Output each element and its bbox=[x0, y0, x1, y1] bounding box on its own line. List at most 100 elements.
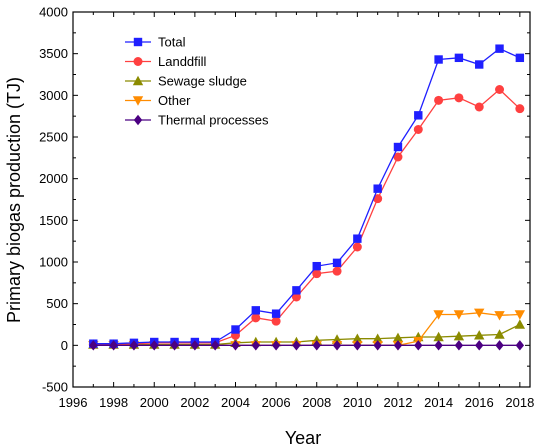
x-tick-label: 2008 bbox=[302, 395, 331, 410]
x-tick-label: 2018 bbox=[505, 395, 534, 410]
data-point bbox=[332, 266, 342, 276]
data-point bbox=[170, 340, 179, 351]
legend-item: Sewage sludge bbox=[125, 74, 247, 89]
data-point bbox=[494, 311, 505, 321]
y-tick-label: 3500 bbox=[39, 46, 68, 61]
data-point bbox=[515, 53, 525, 63]
data-point bbox=[414, 111, 423, 120]
data-point bbox=[332, 258, 342, 268]
x-tick-label: 2014 bbox=[424, 395, 453, 410]
data-point bbox=[312, 261, 321, 271]
data-point bbox=[373, 194, 383, 204]
data-point bbox=[353, 340, 362, 351]
data-point bbox=[291, 292, 301, 302]
data-point bbox=[474, 102, 484, 112]
data-point bbox=[271, 316, 281, 326]
x-tick-label: 1998 bbox=[99, 395, 128, 410]
x-tick-label: 2004 bbox=[221, 395, 250, 410]
data-point bbox=[454, 53, 464, 63]
data-point bbox=[312, 340, 321, 351]
data-point bbox=[474, 308, 485, 319]
legend-label: Landdfill bbox=[158, 54, 207, 69]
x-tick-label: 2010 bbox=[343, 395, 372, 410]
data-point bbox=[251, 313, 261, 323]
legend-marker bbox=[133, 57, 143, 66]
series-thermal-processes bbox=[89, 340, 525, 351]
data-point bbox=[231, 325, 240, 334]
x-tick-label: 2012 bbox=[384, 395, 413, 410]
data-point bbox=[434, 55, 443, 64]
data-point bbox=[475, 60, 484, 69]
y-tick-label: 2500 bbox=[39, 130, 68, 145]
series-landdfill bbox=[88, 85, 525, 349]
legend-item: Other bbox=[125, 93, 191, 108]
y-tick-label: 3000 bbox=[39, 88, 68, 103]
y-tick-label: 1500 bbox=[39, 213, 68, 228]
series-line bbox=[93, 88, 521, 346]
data-point bbox=[433, 331, 444, 342]
y-tick-label: -500 bbox=[42, 380, 68, 395]
data-point bbox=[292, 286, 301, 295]
plot-border bbox=[72, 11, 531, 388]
data-point bbox=[393, 142, 403, 152]
data-point bbox=[433, 310, 444, 320]
series-total bbox=[89, 44, 525, 348]
data-point bbox=[514, 310, 526, 320]
legend-label: Thermal processes bbox=[158, 113, 269, 128]
data-point bbox=[372, 333, 383, 343]
data-point bbox=[89, 340, 98, 351]
legend-item: Total bbox=[125, 35, 186, 50]
data-point bbox=[150, 340, 159, 351]
x-tick-label: 2006 bbox=[262, 395, 291, 410]
data-point bbox=[352, 333, 363, 343]
data-point bbox=[434, 95, 444, 105]
data-point bbox=[271, 309, 281, 318]
legend-label: Sewage sludge bbox=[158, 74, 247, 89]
data-point bbox=[393, 152, 403, 162]
data-point bbox=[434, 340, 443, 351]
data-point bbox=[353, 234, 362, 243]
data-point bbox=[271, 340, 281, 351]
series-line bbox=[93, 47, 521, 345]
x-tick-label: 1996 bbox=[59, 395, 88, 410]
data-point bbox=[251, 340, 260, 351]
x-tick-label: 2002 bbox=[180, 395, 209, 410]
data-point bbox=[454, 340, 464, 351]
y-axis-title: Primary biogas production (TJ) bbox=[4, 77, 24, 323]
data-point bbox=[453, 310, 465, 320]
data-point bbox=[109, 340, 118, 351]
legend-label: Other bbox=[158, 93, 191, 108]
y-axis: -500 0 500 1000 1500 2000 2500 3000 3500 4000 bbox=[39, 5, 530, 395]
x-axis-title: Year bbox=[285, 428, 321, 448]
y-tick-label: 2000 bbox=[39, 171, 68, 186]
y-tick-label: 500 bbox=[46, 296, 68, 311]
data-point bbox=[190, 340, 200, 351]
y-tick-label: 4000 bbox=[39, 5, 68, 20]
legend-item: Landdfill bbox=[125, 54, 207, 69]
data-point bbox=[515, 104, 525, 114]
legend-marker bbox=[133, 37, 143, 47]
data-point bbox=[129, 340, 139, 351]
data-point bbox=[210, 340, 220, 351]
data-point bbox=[231, 340, 240, 351]
data-point bbox=[474, 330, 485, 340]
data-point bbox=[453, 330, 465, 341]
data-point bbox=[393, 340, 403, 351]
data-point bbox=[392, 332, 404, 343]
legend-marker bbox=[132, 96, 144, 106]
data-point bbox=[373, 340, 382, 351]
legend-marker bbox=[132, 75, 144, 86]
data-point bbox=[495, 44, 504, 53]
y-tick-label: 1000 bbox=[39, 255, 68, 270]
data-point bbox=[495, 85, 505, 94]
series-line bbox=[93, 323, 521, 346]
data-point bbox=[475, 340, 484, 351]
data-point bbox=[332, 340, 342, 351]
data-point bbox=[413, 125, 423, 134]
legend-item: Thermal processes bbox=[125, 113, 269, 128]
data-point bbox=[414, 340, 423, 351]
data-point bbox=[352, 242, 362, 252]
x-tick-label: 2016 bbox=[465, 395, 494, 410]
legend-label: Total bbox=[158, 35, 186, 50]
